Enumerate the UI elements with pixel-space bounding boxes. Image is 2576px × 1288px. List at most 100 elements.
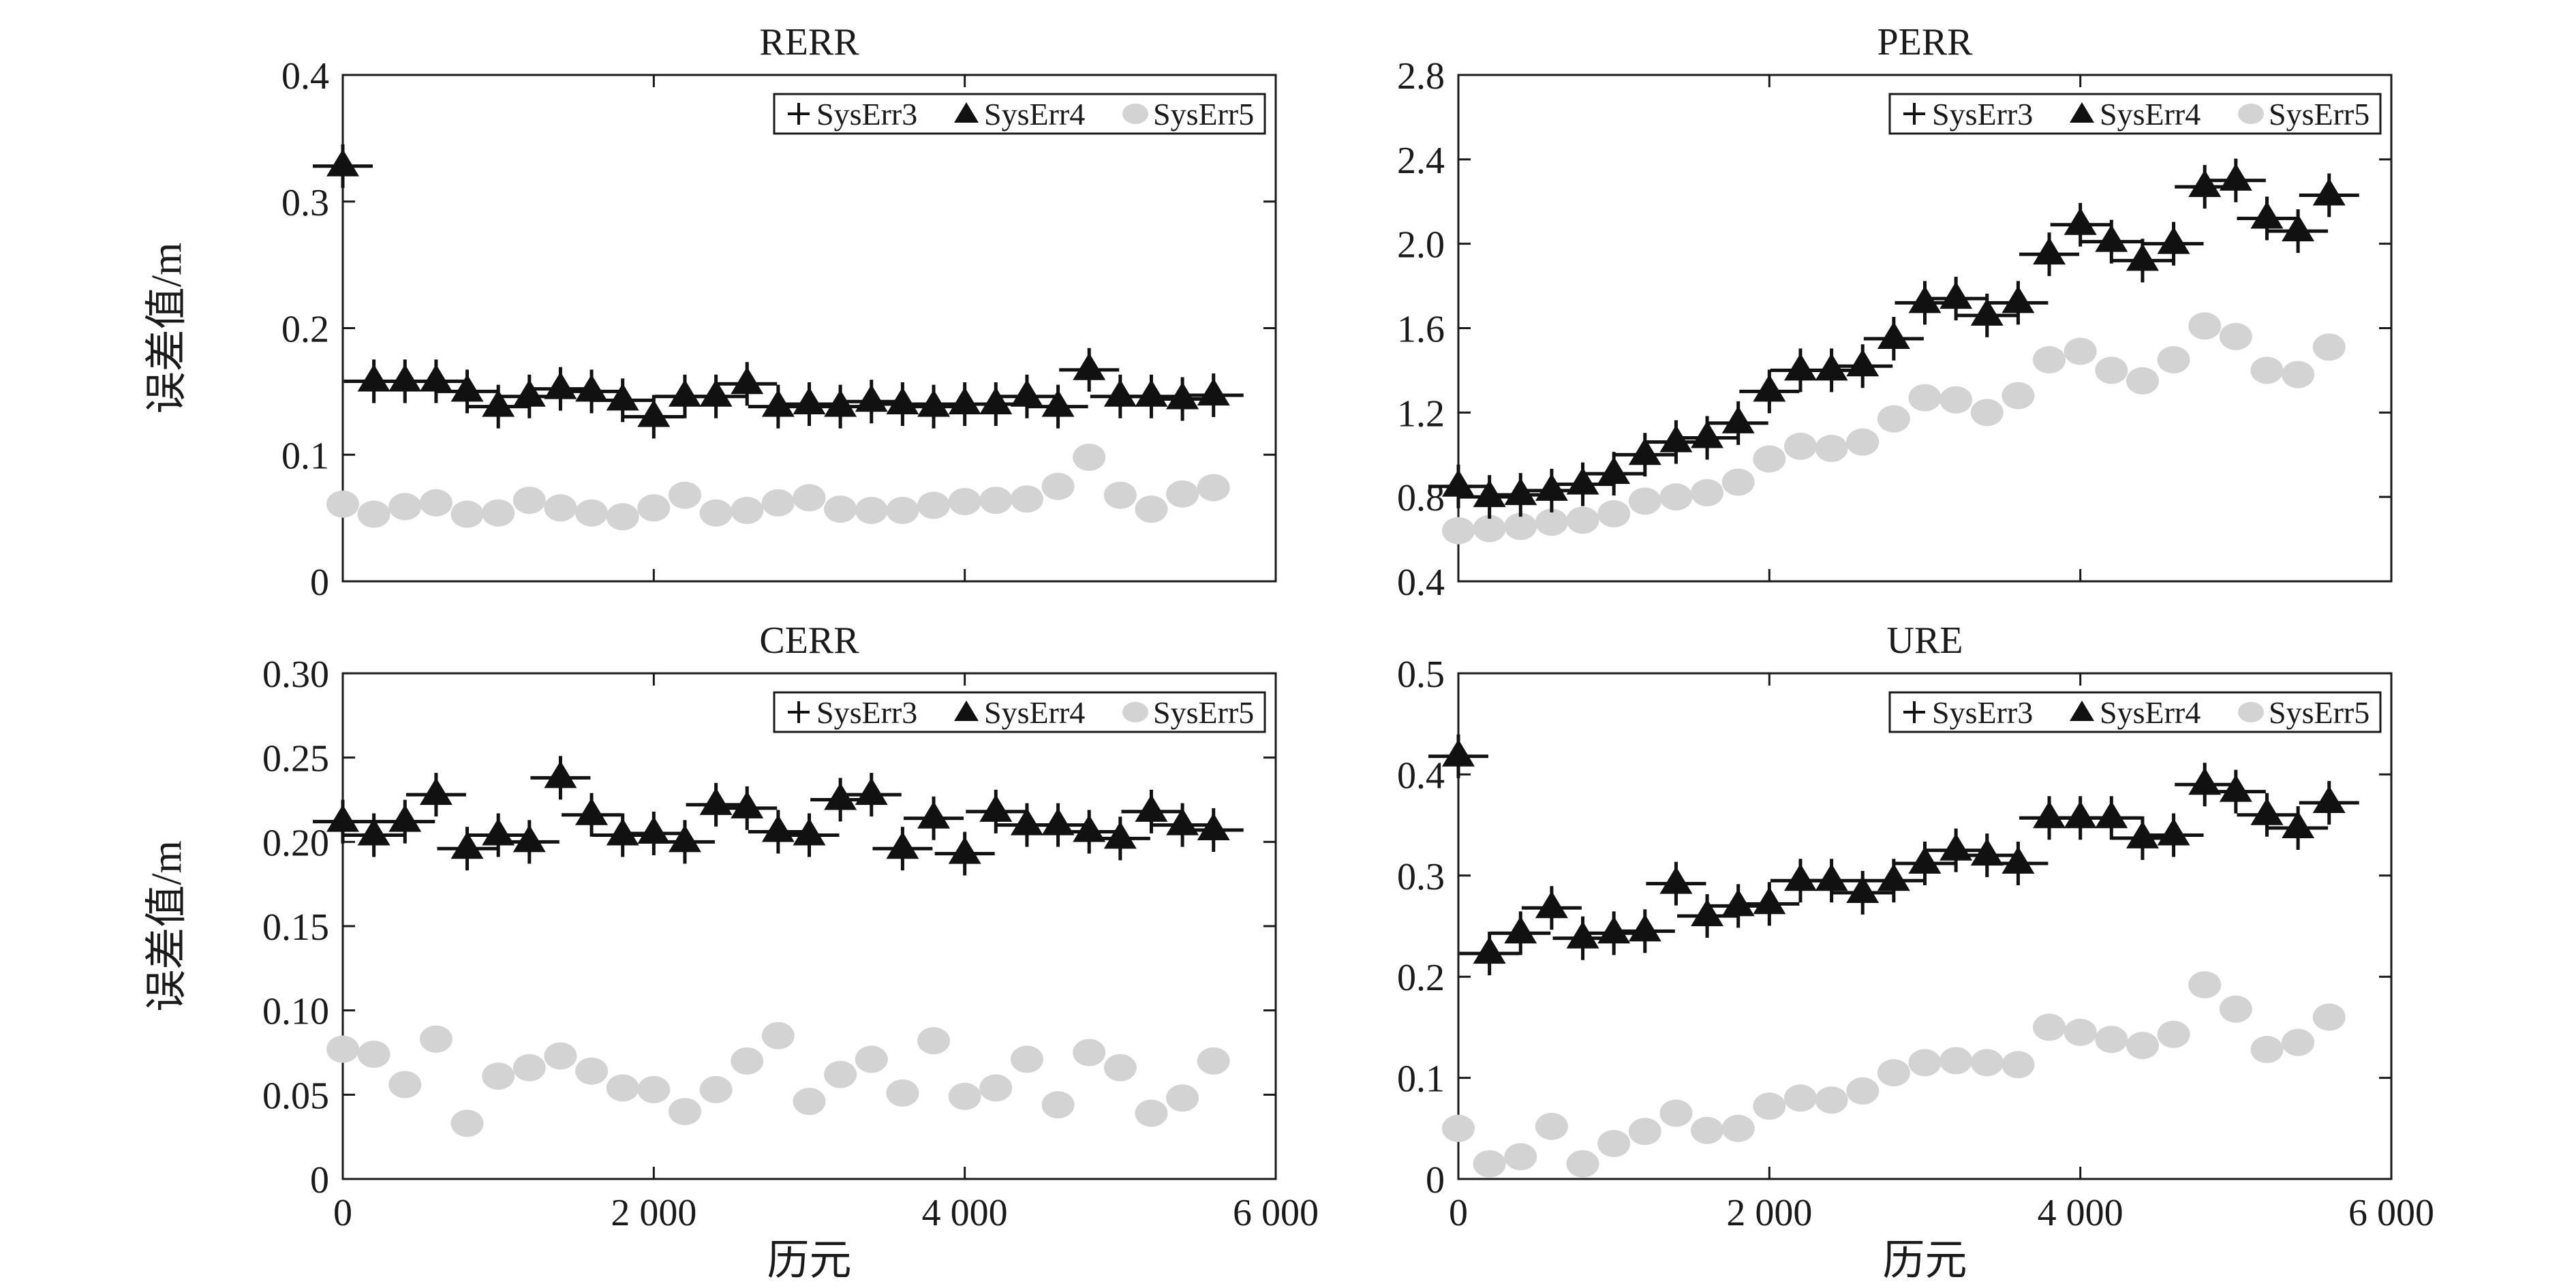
syserr5-point — [1166, 480, 1199, 508]
syserr5-point — [731, 1047, 764, 1075]
syserr5-point — [1073, 1039, 1106, 1067]
syserr5-point — [855, 1045, 888, 1073]
y-tick-label: 0.4 — [1397, 754, 1445, 797]
syserr3-point — [2237, 793, 2297, 837]
syserr3-point — [2175, 165, 2235, 209]
syserr3-point — [437, 827, 497, 871]
syserr3-point — [1584, 911, 1644, 955]
syserr5-point — [668, 1098, 701, 1126]
series-syserr3 — [313, 756, 1244, 876]
series-syserr3 — [1428, 734, 2359, 976]
syserr3-point — [499, 374, 559, 418]
y-tick-label: 0.4 — [1397, 562, 1445, 604]
syserr5-point — [2064, 337, 2097, 365]
y-tick-label: 2.0 — [1397, 224, 1445, 266]
syserr5-point — [1473, 515, 1506, 542]
series-syserr3 — [1428, 158, 2359, 519]
chart-title: PERR — [1877, 21, 1973, 63]
x-tick-label: 6 000 — [1233, 1192, 1319, 1234]
legend: SysErr3 SysErr4 SysErr5 — [773, 691, 1266, 733]
syserr5-point — [1535, 508, 1568, 536]
syserr3-point — [996, 374, 1057, 418]
legend-label: SysErr3 — [1932, 695, 2033, 730]
syserr3-point — [1614, 433, 1675, 477]
syserr3-point — [904, 796, 964, 840]
syserr5-point — [1197, 474, 1230, 502]
syserr3-point — [2081, 796, 2142, 840]
y-tick-label: 0.25 — [262, 738, 329, 780]
syserr3-point — [1152, 803, 1213, 847]
syserr3-point — [1801, 859, 1862, 903]
y-tick-label: 0.15 — [262, 906, 329, 949]
y-tick-label: 1.6 — [1397, 309, 1445, 351]
legend-circle-icon — [2238, 104, 2264, 124]
syserr5-point — [2282, 1028, 2315, 1056]
syserr5-point — [1659, 1099, 1693, 1127]
syserr3-point — [313, 144, 373, 188]
syserr5-point — [1783, 432, 1817, 460]
syserr5-point — [1753, 445, 1786, 473]
syserr5-point — [1970, 399, 2004, 427]
x-tick-label: 2 000 — [1726, 1192, 1812, 1234]
x-tick-label: 0 — [333, 1192, 352, 1234]
x-tick-label: 2 000 — [611, 1192, 696, 1234]
syserr5-point — [1442, 1114, 1475, 1142]
syserr5-point — [1535, 1112, 1568, 1140]
syserr5-point — [1939, 1047, 1973, 1075]
y-tick-label: 0.4 — [281, 55, 329, 97]
legend: SysErr3 SysErr4 SysErr5 — [773, 93, 1266, 135]
y-tick-label: 0.2 — [281, 309, 329, 351]
syserr5-point — [2219, 322, 2252, 350]
syserr5-point — [886, 496, 919, 524]
legend-label: SysErr3 — [1932, 97, 2033, 132]
syserr5-point — [2282, 361, 2315, 388]
syserr5-point — [1753, 1092, 1786, 1120]
x-axis-label: 历元 — [1882, 1238, 1967, 1284]
legend-box — [1888, 691, 2382, 733]
syserr5-point — [1721, 468, 1755, 496]
syserr5-point — [1846, 428, 1880, 456]
y-tick-label: 0.3 — [1397, 856, 1445, 898]
y-tick-label: 0 — [1426, 1159, 1445, 1201]
syserr5-point — [544, 1042, 577, 1070]
syserr3-point — [872, 382, 933, 426]
syserr5-point — [1846, 1077, 1880, 1105]
legend-label: SysErr3 — [816, 97, 917, 132]
syserr3-point — [748, 384, 808, 429]
legend-box — [773, 691, 1266, 733]
syserr5-point — [1628, 1118, 1661, 1146]
syserr3-point — [1801, 348, 1862, 393]
y-tick-label: 2.4 — [1397, 140, 1445, 182]
syserr3-point — [1459, 932, 1520, 976]
syserr3-point — [562, 369, 622, 414]
syserr3-point — [686, 782, 746, 827]
syserr3-point — [1957, 293, 2017, 337]
syserr3-point — [1833, 344, 1893, 388]
syserr5-point — [388, 1071, 422, 1099]
syserr3-point — [872, 827, 933, 871]
y-axis-label: 误差值/m — [144, 243, 190, 414]
syserr3-point — [2112, 239, 2173, 283]
syserr3-point — [2143, 221, 2204, 266]
syserr5-point — [606, 503, 639, 531]
legend-plus-icon — [1903, 103, 1925, 125]
syserr5-point — [357, 1040, 390, 1068]
syserr5-point — [1103, 1054, 1137, 1082]
syserr3-point — [934, 831, 995, 876]
syserr5-point — [824, 1060, 857, 1088]
syserr3-point — [1584, 452, 1644, 496]
legend-label: SysErr4 — [984, 695, 1085, 730]
y-tick-label: 0.20 — [262, 822, 329, 864]
syserr3-point — [1490, 911, 1551, 955]
plot-frame — [1457, 672, 2393, 1180]
y-tick-label: 0.1 — [281, 435, 329, 477]
syserr3-point — [1833, 871, 1893, 915]
series-syserr3 — [313, 144, 1244, 439]
series-syserr5 — [326, 1022, 1230, 1137]
series-syserr5 — [1442, 971, 2346, 1178]
series-syserr5 — [326, 443, 1230, 531]
syserr3-point — [1863, 316, 1924, 361]
syserr5-point — [948, 487, 981, 515]
syserr3-point — [437, 369, 497, 414]
syserr3-point — [2299, 780, 2359, 825]
